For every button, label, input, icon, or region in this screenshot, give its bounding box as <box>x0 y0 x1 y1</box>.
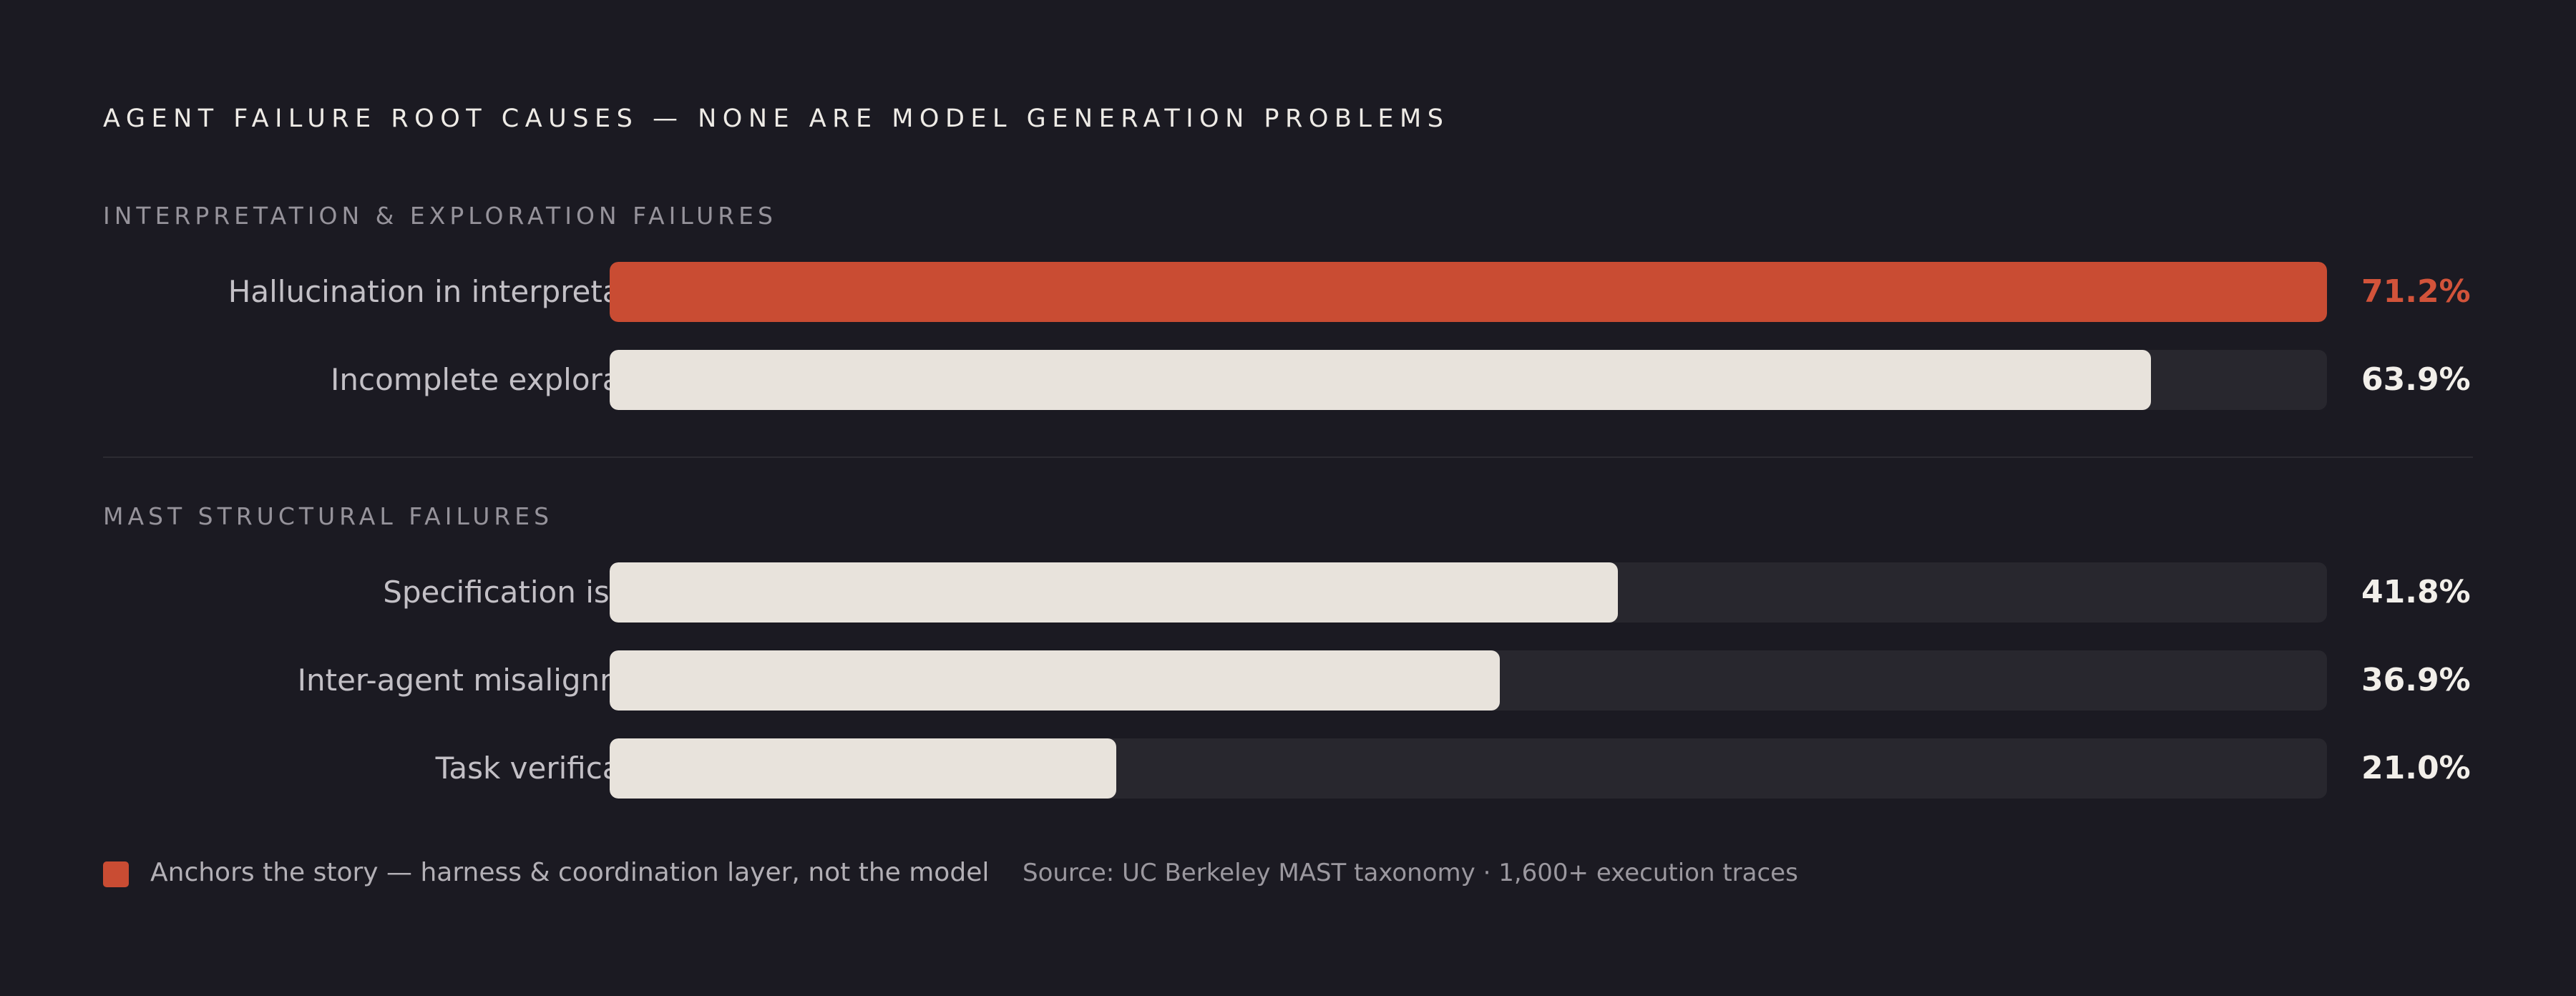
legend-label: Anchors the story — harness & coordinati… <box>150 858 990 887</box>
group-label: MAST STRUCTURAL FAILURES <box>103 502 554 530</box>
bar-value: 63.9% <box>2361 361 2471 398</box>
bar-track <box>610 350 2327 410</box>
bar-fill <box>610 262 2327 322</box>
legend: Anchors the story — harness & coordinati… <box>103 856 2473 890</box>
bar-value: 36.9% <box>2361 662 2471 698</box>
chart-title: AGENT FAILURE ROOT CAUSES — NONE ARE MOD… <box>103 104 1450 133</box>
bar-track <box>610 738 2327 799</box>
bar-row: Specification issues 41.8% <box>103 562 2473 622</box>
bar-row: Task verification 21.0% <box>103 738 2473 799</box>
legend-swatch-accent <box>103 861 129 887</box>
source-note: Source: UC Berkeley MAST taxonomy · 1,60… <box>1023 859 1798 887</box>
bar-fill <box>610 650 1500 711</box>
bar-track <box>610 262 2327 322</box>
bar-value: 41.8% <box>2361 574 2471 610</box>
bar-fill <box>610 738 1116 799</box>
bar-label: Hallucination in interpretation <box>228 274 678 309</box>
bar-row: Inter-agent misalignment 36.9% <box>103 650 2473 711</box>
bar-track <box>610 562 2327 622</box>
bar-value: 71.2% <box>2361 273 2471 310</box>
bar-row: Hallucination in interpretation 71.2% <box>103 262 2473 322</box>
chart-panel: AGENT FAILURE ROOT CAUSES — NONE ARE MOD… <box>103 0 2473 996</box>
group-label: INTERPRETATION & EXPLORATION FAILURES <box>103 202 777 230</box>
bar-fill <box>610 562 1618 622</box>
bar-track <box>610 650 2327 711</box>
bar-value: 21.0% <box>2361 750 2471 786</box>
bar-row: Incomplete exploration 63.9% <box>103 350 2473 410</box>
bar-fill <box>610 350 2151 410</box>
group-divider <box>103 456 2473 458</box>
